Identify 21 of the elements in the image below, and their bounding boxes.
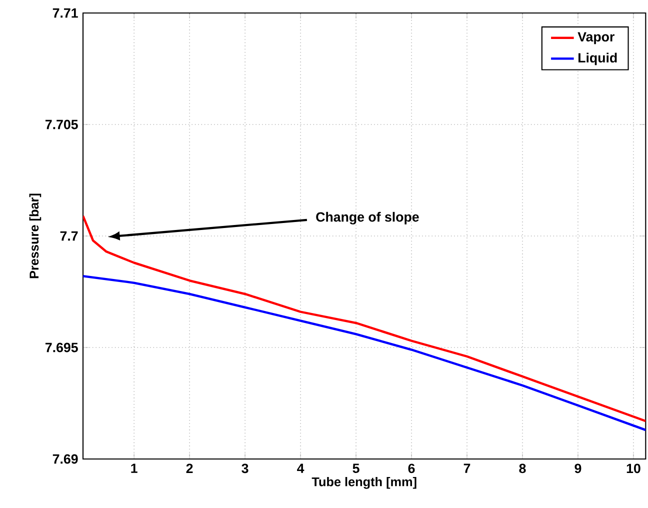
x-tick-label: 1 xyxy=(131,464,138,473)
x-tick-label: 10 xyxy=(626,464,640,474)
x-axis-title: Tube length [mm] xyxy=(312,476,416,489)
x-tick-label: 5 xyxy=(352,464,360,474)
x-tick-label: 4 xyxy=(297,464,304,473)
line-series xyxy=(83,275,646,432)
y-tick-label: 7.69 xyxy=(52,454,78,464)
y-tick-label: 7.705 xyxy=(45,120,78,130)
x-tick-label: 6 xyxy=(408,464,415,474)
x-tick-label: 3 xyxy=(242,464,248,474)
legend-label: Liquid xyxy=(578,52,617,66)
y-tick-label: 7.695 xyxy=(45,342,78,352)
x-tick-label: 9 xyxy=(574,464,582,474)
y-axis-title: Pressure [bar] xyxy=(29,194,42,278)
x-tick-label: 2 xyxy=(186,464,193,474)
y-tick-label: 7.7 xyxy=(60,231,78,241)
x-tick-label: 7 xyxy=(464,464,470,473)
x-tick-label: 8 xyxy=(519,464,526,474)
annotation: Change of slope xyxy=(316,212,419,224)
y-tick-label: 7.71 xyxy=(52,8,78,18)
legend-label: Vapor xyxy=(578,32,614,44)
